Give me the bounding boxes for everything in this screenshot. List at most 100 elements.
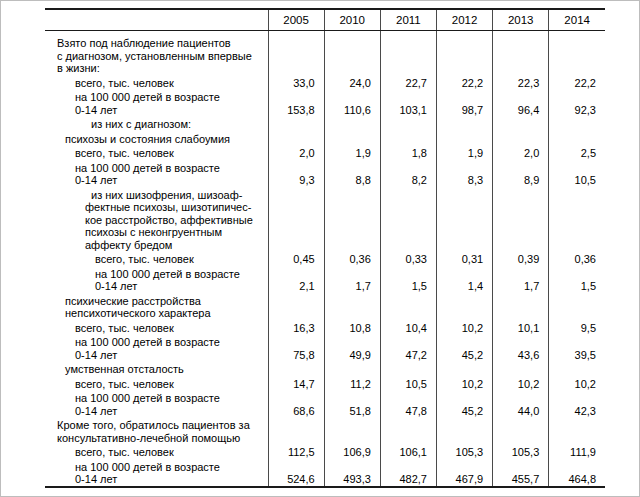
value-cell: 2,0 <box>268 145 324 160</box>
label-line: всего, тыс. человек <box>45 378 268 391</box>
table-row: Взято под наблюдение пациентовс диагнозо… <box>45 31 605 75</box>
empty-cell <box>268 31 324 75</box>
empty-cell <box>324 417 380 444</box>
label-line: Кроме того, обратилось пациентов за <box>45 419 268 432</box>
row-label: на 100 000 детей в возрасте0-14 лет <box>45 390 268 417</box>
row-label: из них шизофрения, шизоаф-фектные психоз… <box>45 187 268 252</box>
header-empty-cell <box>45 9 268 31</box>
row-label: на 100 000 детей в возрасте0-14 лет <box>45 334 268 361</box>
label-line: аффекту бредом <box>45 239 268 252</box>
table-row: всего, тыс. человек112,5106,9106,1105,31… <box>45 444 605 459</box>
value-cell: 2,1 <box>268 266 324 293</box>
row-label: всего, тыс. человек <box>45 376 268 391</box>
value-cell: 8,9 <box>493 160 549 187</box>
label-line: консультативно-лечебной помощью <box>45 432 268 445</box>
value-cell: 10,5 <box>549 160 605 187</box>
label-line: всего, тыс. человек <box>45 446 268 459</box>
table-body: Взято под наблюдение пациентовс диагнозо… <box>45 31 605 487</box>
empty-cell <box>380 187 436 252</box>
empty-cell <box>436 293 492 320</box>
table-row: из них шизофрения, шизоаф-фектные психоз… <box>45 187 605 252</box>
empty-cell <box>324 187 380 252</box>
empty-cell <box>324 116 380 131</box>
row-label: всего, тыс. человек <box>45 145 268 160</box>
value-cell: 16,3 <box>268 320 324 335</box>
value-cell: 68,6 <box>268 390 324 417</box>
empty-cell <box>436 361 492 376</box>
value-cell: 524,6 <box>268 459 324 487</box>
empty-cell <box>380 293 436 320</box>
row-label: на 100 000 детей в возрасте0-14 лет <box>45 459 268 487</box>
value-cell: 22,2 <box>436 75 492 90</box>
row-label: умственная отсталость <box>45 361 268 376</box>
table-row: на 100 000 детей в возрасте0-14 лет75,84… <box>45 334 605 361</box>
table-row: всего, тыс. человек33,024,022,722,222,32… <box>45 75 605 90</box>
empty-cell <box>549 293 605 320</box>
empty-cell <box>268 417 324 444</box>
empty-cell <box>380 417 436 444</box>
empty-cell <box>436 187 492 252</box>
value-cell: 10,4 <box>380 320 436 335</box>
row-label: на 100 000 детей в возрасте0-14 лет <box>45 266 268 293</box>
table-row: на 100 000 детей в возрасте0-14 лет2,11,… <box>45 266 605 293</box>
value-cell: 8,8 <box>324 160 380 187</box>
value-cell: 482,7 <box>380 459 436 487</box>
label-line: Взято под наблюдение пациентов <box>45 37 268 50</box>
label-line: 0-14 лет <box>45 405 268 418</box>
empty-cell <box>549 417 605 444</box>
empty-cell <box>268 187 324 252</box>
row-label: Кроме того, обратилось пациентов законсу… <box>45 417 268 444</box>
value-cell: 44,0 <box>493 390 549 417</box>
row-label: на 100 000 детей в возрасте0-14 лет <box>45 89 268 116</box>
label-line: из них с диагнозом: <box>45 118 268 131</box>
row-label: из них с диагнозом: <box>45 116 268 131</box>
value-cell: 2,0 <box>493 145 549 160</box>
year-header: 2011 <box>380 9 436 31</box>
value-cell: 47,2 <box>380 334 436 361</box>
value-cell: 10,5 <box>380 376 436 391</box>
value-cell: 110,6 <box>324 89 380 116</box>
value-cell: 51,8 <box>324 390 380 417</box>
empty-cell <box>380 131 436 146</box>
empty-cell <box>493 361 549 376</box>
table-row: всего, тыс. человек16,310,810,410,210,19… <box>45 320 605 335</box>
value-cell: 1,7 <box>324 266 380 293</box>
empty-cell <box>493 31 549 75</box>
value-cell: 10,2 <box>549 376 605 391</box>
table-row: на 100 000 детей в возрасте0-14 лет524,6… <box>45 459 605 487</box>
label-line: психические расстройства <box>45 295 268 308</box>
table-row: на 100 000 детей в возрасте0-14 лет9,38,… <box>45 160 605 187</box>
empty-cell <box>268 293 324 320</box>
value-cell: 455,7 <box>493 459 549 487</box>
label-line: на 100 000 детей в возрасте <box>45 162 268 175</box>
empty-cell <box>493 417 549 444</box>
empty-cell <box>549 31 605 75</box>
label-line: на 100 000 детей в возрасте <box>45 91 268 104</box>
value-cell: 1,4 <box>436 266 492 293</box>
value-cell: 1,5 <box>549 266 605 293</box>
table-row: психозы и состояния слабоумия <box>45 131 605 146</box>
table-row: всего, тыс. человек14,711,210,510,210,21… <box>45 376 605 391</box>
value-cell: 493,3 <box>324 459 380 487</box>
label-line: 0-14 лет <box>45 174 268 187</box>
value-cell: 24,0 <box>324 75 380 90</box>
value-cell: 464,8 <box>549 459 605 487</box>
label-line: психозы и состояния слабоумия <box>45 133 268 146</box>
value-cell: 1,7 <box>493 266 549 293</box>
value-cell: 22,7 <box>380 75 436 90</box>
empty-cell <box>549 187 605 252</box>
value-cell: 43,6 <box>493 334 549 361</box>
value-cell: 112,5 <box>268 444 324 459</box>
value-cell: 33,0 <box>268 75 324 90</box>
label-line: психозы с неконгруентным <box>45 226 268 239</box>
row-label: всего, тыс. человек <box>45 75 268 90</box>
empty-cell <box>436 116 492 131</box>
value-cell: 8,2 <box>380 160 436 187</box>
label-line: в жизни: <box>45 62 268 75</box>
value-cell: 0,45 <box>268 251 324 266</box>
value-cell: 103,1 <box>380 89 436 116</box>
label-line: кое расстройство, аффективные <box>45 214 268 227</box>
label-line: из них шизофрения, шизоаф- <box>45 189 268 202</box>
value-cell: 96,4 <box>493 89 549 116</box>
value-cell: 45,2 <box>436 334 492 361</box>
